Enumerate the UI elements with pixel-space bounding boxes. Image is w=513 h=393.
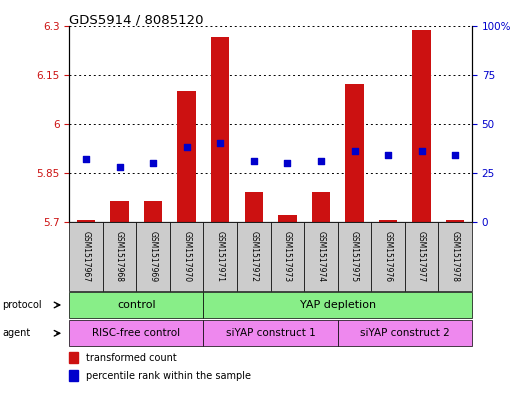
Bar [304,222,338,291]
Bar [338,320,472,346]
Bar [271,222,304,291]
Bar [136,222,170,291]
Bar [69,222,103,291]
Bar [69,352,78,363]
Bar [204,292,472,318]
Bar [77,220,95,222]
Text: control: control [117,300,155,310]
Text: GSM1517970: GSM1517970 [182,231,191,282]
Text: RISC-free control: RISC-free control [92,328,181,338]
Point [216,140,224,147]
Point [250,158,258,164]
Bar [446,220,464,222]
Bar [110,202,129,222]
Point [317,158,325,164]
Bar [170,222,204,291]
Point [384,152,392,158]
Bar [412,30,431,222]
Point [418,148,426,154]
Text: GSM1517973: GSM1517973 [283,231,292,282]
Point [183,144,191,151]
Text: YAP depletion: YAP depletion [300,300,376,310]
Bar [103,222,136,291]
Text: siYAP construct 1: siYAP construct 1 [226,328,315,338]
Text: GSM1517968: GSM1517968 [115,231,124,282]
Bar [379,220,397,222]
Text: GSM1517978: GSM1517978 [451,231,460,282]
Point [115,164,124,170]
Bar [278,215,297,222]
Bar [204,222,237,291]
Text: GSM1517967: GSM1517967 [82,231,90,282]
Text: agent: agent [3,328,31,338]
Bar [211,37,229,222]
Point [350,148,359,154]
Bar [69,320,204,346]
Text: GSM1517971: GSM1517971 [216,231,225,282]
Bar [405,222,439,291]
Bar [69,370,78,381]
Text: GSM1517972: GSM1517972 [249,231,259,282]
Bar [338,222,371,291]
Bar [237,222,271,291]
Bar [345,84,364,222]
Text: GSM1517976: GSM1517976 [384,231,392,282]
Bar [439,222,472,291]
Bar [204,320,338,346]
Text: GSM1517974: GSM1517974 [317,231,325,282]
Text: siYAP construct 2: siYAP construct 2 [360,328,450,338]
Bar [371,222,405,291]
Text: GSM1517977: GSM1517977 [417,231,426,282]
Point [149,160,157,166]
Text: protocol: protocol [3,300,42,310]
Bar [177,91,196,222]
Text: percentile rank within the sample: percentile rank within the sample [86,371,251,381]
Bar [245,192,263,222]
Point [82,156,90,162]
Text: GDS5914 / 8085120: GDS5914 / 8085120 [69,14,204,27]
Bar [69,292,204,318]
Text: GSM1517969: GSM1517969 [149,231,157,282]
Point [451,152,459,158]
Text: transformed count: transformed count [86,353,177,363]
Text: GSM1517975: GSM1517975 [350,231,359,282]
Point [283,160,291,166]
Bar [144,202,163,222]
Bar [312,192,330,222]
